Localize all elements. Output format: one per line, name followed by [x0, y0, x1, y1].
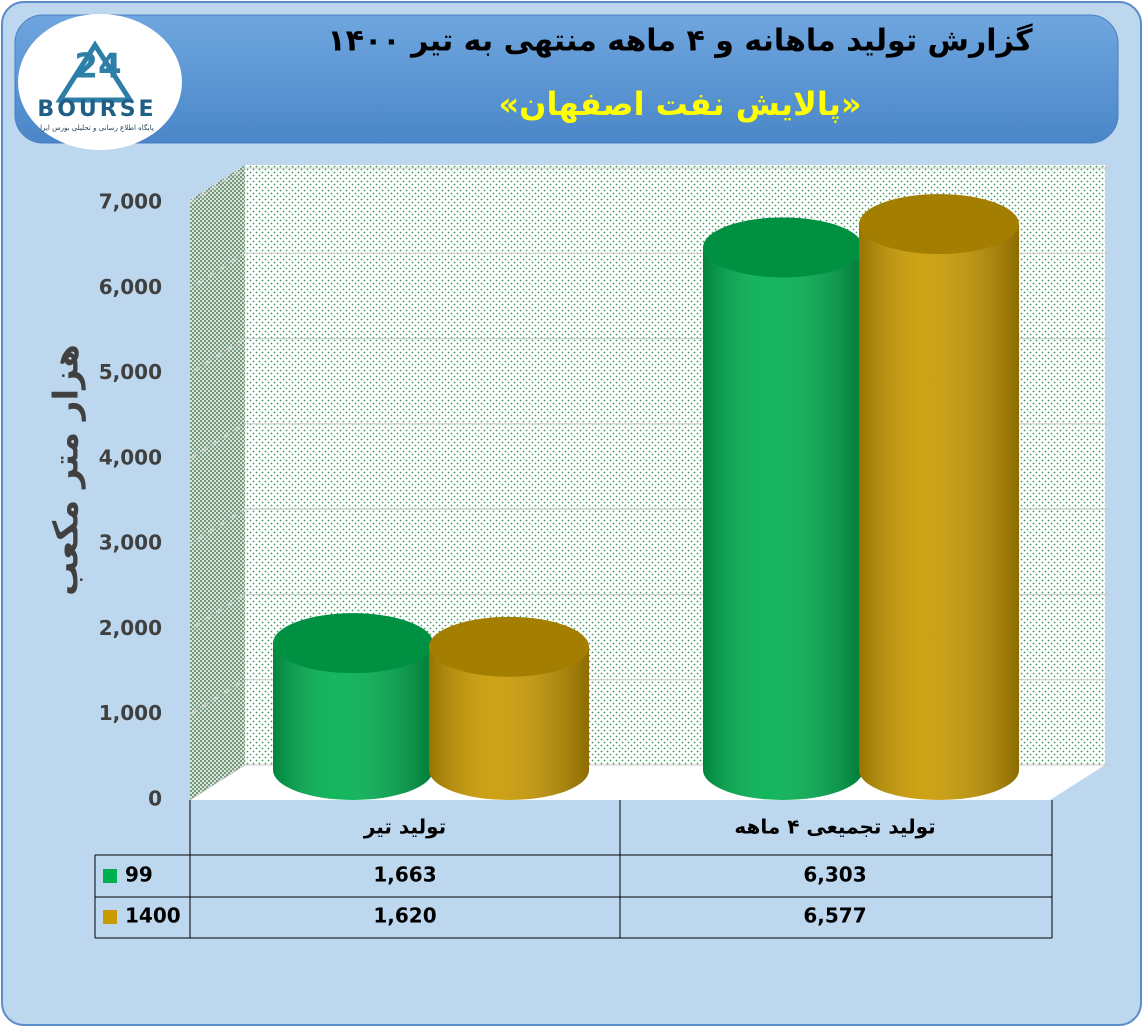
- cylinder-top-shade: [273, 613, 433, 674]
- logo-tagline: پایگاه اطلاع رسانی و تحلیلی بورس ایرا: [40, 123, 154, 132]
- data-table-value: 6,577: [803, 904, 866, 928]
- y-tick-label: 4,000: [99, 445, 162, 469]
- grid-line: [189, 423, 246, 460]
- x-tick-label: تولید تیر: [363, 815, 446, 839]
- y-axis-label: هزار متر مکعب: [47, 344, 87, 596]
- bar: [703, 217, 863, 800]
- bar: [273, 613, 433, 800]
- bar: [859, 194, 1019, 800]
- y-tick-label: 1,000: [99, 701, 162, 725]
- cylinder-shade: [859, 224, 1019, 800]
- legend-label: 99: [125, 863, 153, 887]
- chart-title: گزارش تولید ماهانه و ۴ ماهه منتهی به تیر…: [327, 23, 1033, 59]
- data-table: تولید تیر 1,663 1,620 تولید تجمیعی ۴ ماهه 6,…: [94, 800, 1053, 939]
- x-tick-label: تولید تجمیعی ۴ ماهه: [734, 815, 935, 839]
- y-tick-label: 0: [148, 787, 162, 811]
- grid-line: [189, 252, 246, 289]
- data-table-value: 1,663: [373, 863, 436, 887]
- cylinder-top-shade: [703, 217, 863, 278]
- y-tick-label: 5,000: [99, 360, 162, 384]
- grid-line: [189, 679, 246, 716]
- legend-swatch: [103, 869, 117, 883]
- cylinder-top: [273, 613, 433, 674]
- cylinder-top: [429, 616, 589, 677]
- grid-line: [189, 764, 246, 801]
- logo-icon: [55, 40, 135, 103]
- cylinder-shade: [703, 247, 863, 800]
- cylinder-top: [703, 217, 863, 278]
- data-table-value: 1,620: [373, 904, 436, 928]
- grid-line: [189, 167, 246, 204]
- legend-swatch: [103, 910, 117, 924]
- logo-bg: [18, 14, 182, 150]
- grid-line: [189, 594, 246, 630]
- logo-number: 24: [74, 47, 121, 87]
- grid-line: [189, 508, 246, 545]
- cylinder-top-shade: [429, 616, 589, 677]
- data-table-value: 6,303: [803, 863, 866, 887]
- y-tick-label: 3,000: [99, 531, 162, 555]
- y-tick-label: 6,000: [99, 275, 162, 299]
- cylinder-top: [859, 194, 1019, 255]
- grid-line: [189, 338, 246, 374]
- cylinder-top-shade: [859, 194, 1019, 255]
- bar: [429, 616, 589, 800]
- y-tick-label: 2,000: [99, 616, 162, 640]
- header-band: [14, 14, 1119, 144]
- y-tick-label: 7,000: [99, 190, 162, 214]
- cylinder-shade: [273, 643, 433, 800]
- legend-label: 1400: [125, 904, 181, 928]
- cylinder-shade: [429, 646, 589, 800]
- chart-subtitle: «پالایش نفت اصفهان»: [498, 85, 861, 123]
- side-wall: [190, 165, 245, 800]
- logo-text: BOURSE: [37, 97, 156, 122]
